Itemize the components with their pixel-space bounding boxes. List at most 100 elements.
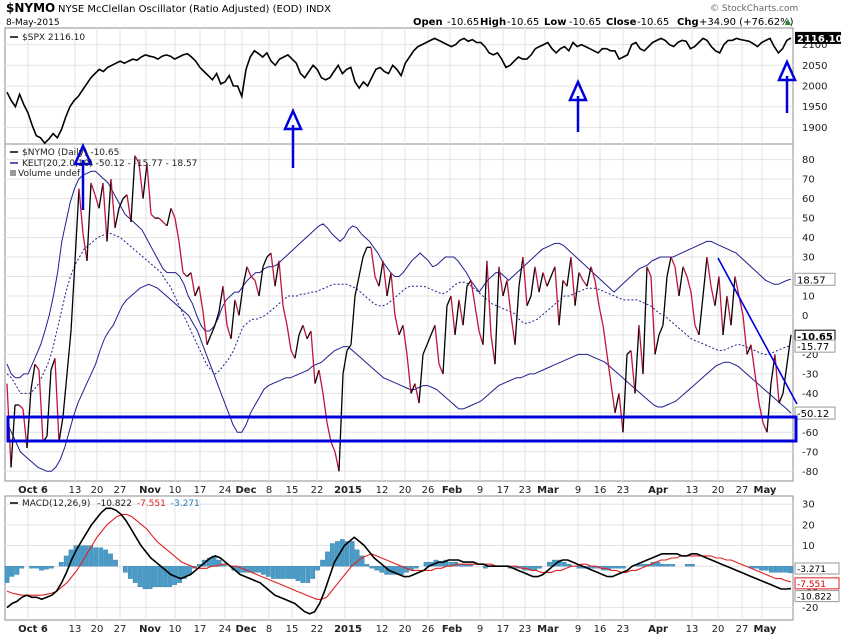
macd-hist-bar-69	[344, 541, 350, 567]
macd-hist-bar-157	[778, 566, 784, 573]
macd-hist-bar-123	[611, 566, 616, 569]
mid-xlabel-19: 23	[519, 485, 532, 496]
nymo-segment-104	[418, 354, 424, 404]
nymo-segment-134	[538, 272, 544, 293]
macd-hist-bar-139	[690, 564, 695, 567]
bottom-xlabel-26: 20	[712, 624, 725, 635]
nymo-segment-193	[774, 354, 780, 404]
high-label: High	[480, 17, 506, 28]
macd-hist-bar-51	[256, 566, 261, 573]
macd-hist-bar-21	[108, 553, 113, 567]
macd-ytick-2: 10	[802, 541, 815, 552]
macd-hist-bar-138	[685, 564, 690, 567]
nymo-segment-168	[674, 266, 680, 297]
macd-hist-bar-22	[113, 559, 118, 567]
nymo-segment-87	[350, 295, 356, 345]
nymo-segment-112	[450, 295, 456, 335]
spx-ytick-0: 1900	[802, 123, 827, 134]
nymo-segment-73	[294, 334, 300, 359]
nymo-segment-132	[530, 266, 536, 297]
macd-right-box-2	[794, 590, 840, 603]
macd-hist-bar-27	[137, 566, 143, 588]
nymo-segment-109	[438, 363, 444, 375]
bottom-xlabel-1: 13	[69, 624, 82, 635]
macd-panel	[4, 495, 794, 621]
nymo-right-box-0	[794, 272, 836, 286]
spx-legend: $SPX 2116.10	[10, 33, 85, 43]
mid-xlabel-26: 20	[712, 485, 725, 496]
nymo-segment-67	[270, 253, 276, 287]
nymo-segment-95	[382, 260, 388, 297]
spx-ytick-1: 1950	[802, 102, 827, 113]
nymo-segment-37	[150, 213, 156, 219]
nymo-segment-177	[710, 286, 716, 306]
bottom-xlabel-3: 27	[114, 624, 127, 635]
macd-hist-bar-56	[280, 566, 286, 579]
nymo-segment-20	[82, 233, 88, 261]
nymo-segment-163	[654, 334, 660, 355]
macd-hist-bar-61	[305, 566, 311, 583]
nymo-segment-17	[70, 260, 76, 332]
macd-hist-bar-124	[616, 566, 621, 569]
nymo-segment-54	[218, 286, 224, 312]
nymo-segment-57	[230, 299, 236, 339]
nymo-segment-139	[558, 280, 564, 326]
nymo-segment-194	[778, 393, 784, 404]
kelt-legend-text: KELT(20,2.0,10) -50.12 - -15.77 - 18.57	[22, 159, 197, 169]
mid-xlabel-22: 16	[594, 485, 607, 496]
mid-xlabel-7: 24	[219, 485, 232, 496]
nymo-segment-30	[122, 194, 128, 200]
macd-legend-text: MACD(12,26,9) -10.822 -7.551 -3.271	[22, 499, 200, 509]
macd-line	[6, 507, 792, 615]
macd-right-label-1: -7.551	[797, 580, 826, 590]
bottom-xlabel-21: 9	[575, 624, 581, 635]
nymo-segment-2	[10, 404, 16, 468]
macd-hist-bar-72	[359, 555, 365, 567]
nymo-segment-14	[58, 416, 64, 443]
nymo-segment-138	[554, 266, 560, 326]
macd-hist-bar-19	[98, 547, 104, 567]
nymo-segment-71	[286, 325, 292, 351]
macd-ytick-0: 30	[802, 500, 815, 511]
nymo-right-label-1: -10.65	[797, 332, 833, 343]
macd-hist-bar-36	[182, 566, 187, 579]
nymo-segment-176	[706, 256, 712, 287]
nymo-legend-text: $NYMO (Daily) -10.65	[22, 148, 119, 158]
volume-legend-text: Volume undef	[18, 169, 81, 179]
macd-hist-bar-7	[39, 566, 44, 571]
macd-hist-bar-152	[754, 566, 759, 569]
downtrend-line	[717, 257, 798, 405]
mid-xlabel-18: 17	[497, 485, 510, 496]
macd-hist-bar-15	[78, 545, 84, 567]
nymo-segment-108	[434, 325, 440, 365]
macd-hist-bar-85	[423, 561, 429, 567]
nymo-segment-53	[214, 311, 220, 326]
nymo-segment-173	[694, 324, 700, 336]
buy-arrow-3-head	[568, 78, 588, 102]
spx-last-value-label: 2116.10	[797, 34, 843, 45]
nymo-segment-151	[606, 354, 612, 384]
bottom-xlabel-8: Dec	[235, 624, 256, 635]
macd-hist-bar-58	[290, 566, 296, 579]
nymo-segment-86	[346, 344, 352, 351]
nymo-segment-59	[238, 286, 244, 316]
nymo-segment-142	[570, 256, 576, 306]
nymo-segment-63	[254, 280, 260, 297]
nymo-segment-52	[210, 324, 216, 336]
nymo-segment-58	[234, 299, 240, 316]
nymo-segment-182	[730, 276, 736, 326]
bottom-xlabel-22: 16	[594, 624, 607, 635]
nymo-segment-42	[170, 208, 176, 219]
spx-last-value-box	[795, 31, 841, 44]
nymo-segment-147	[590, 266, 596, 281]
mid-xlabel-0: Oct 6	[18, 485, 48, 496]
buy-arrow-2-head	[283, 107, 303, 131]
nymo-segment-101	[406, 354, 412, 394]
low-label: Low	[544, 17, 566, 28]
nymo-segment-118	[474, 305, 480, 332]
nymo-segment-131	[526, 295, 532, 306]
nymo-segment-74	[298, 324, 304, 336]
close-label: Close	[606, 17, 637, 28]
macd-hist-bar-76	[379, 566, 385, 573]
mid-xlabel-2: 20	[91, 485, 104, 496]
